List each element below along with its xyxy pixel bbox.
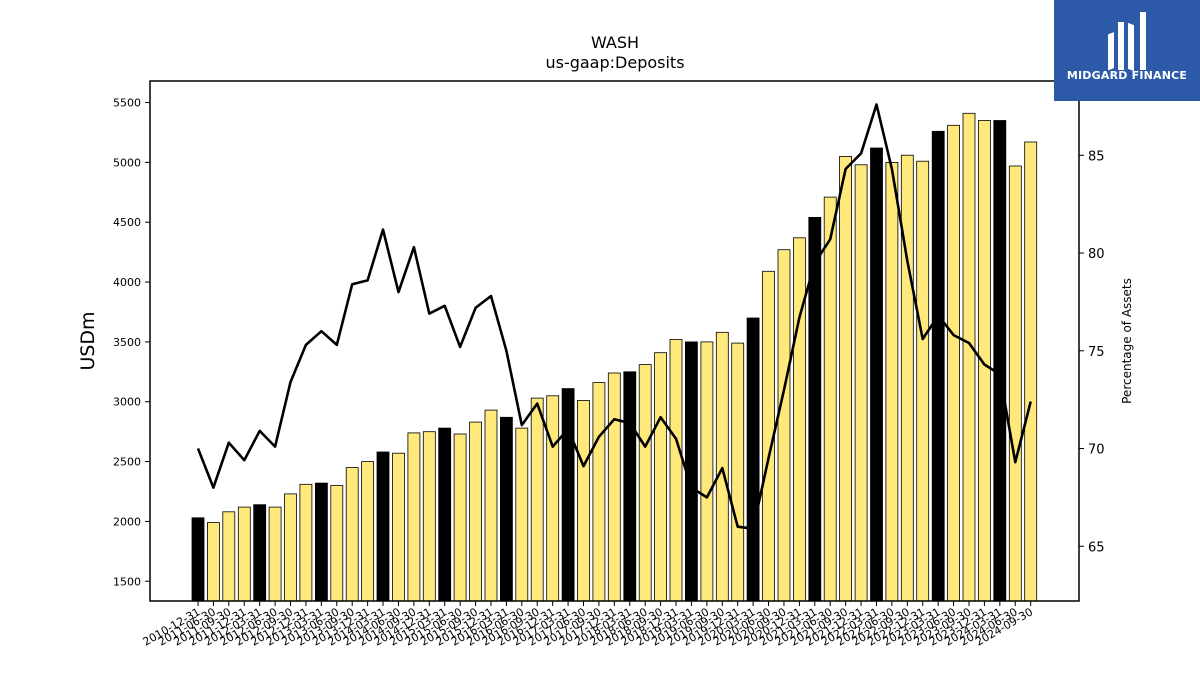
y2-axis-label: Percentage of Assets <box>1120 278 1134 404</box>
bar <box>607 372 621 602</box>
bar <box>299 483 313 602</box>
bar <box>577 400 590 602</box>
bar <box>993 120 1007 602</box>
y-tick-label: 3500 <box>113 336 141 349</box>
bar <box>268 506 282 602</box>
bar <box>191 517 205 602</box>
chart-title: WASH <box>591 33 639 52</box>
bar <box>715 331 729 602</box>
bar <box>777 249 791 602</box>
bar <box>623 371 637 602</box>
bar <box>407 432 421 602</box>
bar <box>438 427 452 602</box>
bar <box>746 317 760 602</box>
bar <box>222 511 236 602</box>
bar <box>361 461 375 602</box>
bar <box>654 352 667 602</box>
bar <box>592 382 606 602</box>
y-tick-label: 2000 <box>113 515 141 528</box>
bar <box>931 130 945 602</box>
series-line <box>196 103 1032 530</box>
y-axis-right: 65 70 75 80 85 <box>1079 149 1105 555</box>
bar <box>453 433 467 602</box>
bar <box>253 504 267 602</box>
y-tick-label: 1500 <box>113 575 141 588</box>
bar <box>947 124 960 602</box>
bar <box>823 196 837 602</box>
logo-mark-icon <box>1108 12 1146 72</box>
bar <box>546 395 560 602</box>
y-tick-label: 5000 <box>113 156 141 169</box>
bar <box>1008 165 1022 602</box>
bar <box>345 467 359 602</box>
brand-logo: MIDGARD FINANCE <box>1054 0 1200 101</box>
bar <box>376 451 390 602</box>
bar <box>561 388 575 602</box>
bar <box>484 409 498 602</box>
y-tick-label: 4500 <box>113 216 141 229</box>
y2-tick-label: 75 <box>1088 345 1105 360</box>
logo-text: MIDGARD FINANCE <box>1066 69 1188 82</box>
chart-subtitle: us-gaap:Deposits <box>545 53 684 72</box>
bar <box>515 427 529 602</box>
bar-series <box>191 112 1038 602</box>
bar <box>314 482 328 602</box>
bar <box>422 431 436 602</box>
bar <box>900 154 914 602</box>
bar <box>870 147 883 602</box>
bar <box>237 506 251 602</box>
bar <box>392 452 405 602</box>
y2-tick-label: 70 <box>1088 443 1105 458</box>
bar <box>885 161 899 602</box>
y-tick-label: 4000 <box>113 276 141 289</box>
y2-tick-label: 80 <box>1088 247 1105 262</box>
bar <box>469 421 483 602</box>
y-tick-label: 3000 <box>113 396 141 409</box>
bar <box>962 112 976 602</box>
line-series <box>196 103 1032 530</box>
bar <box>206 522 220 602</box>
bar <box>1024 141 1038 602</box>
bar <box>839 155 852 602</box>
bar <box>330 485 344 602</box>
bar <box>916 160 930 602</box>
y-axis-left: 1500 2000 2500 3000 3500 4000 4500 5000 5500 <box>113 97 150 588</box>
y2-tick-label: 85 <box>1088 149 1105 164</box>
bar <box>731 342 745 602</box>
bar <box>793 237 806 602</box>
bar <box>499 416 513 602</box>
bar <box>669 339 683 602</box>
y-axis-label: USDm <box>77 311 99 370</box>
bar <box>854 164 868 602</box>
bar <box>638 364 652 602</box>
y-tick-label: 2500 <box>113 456 141 469</box>
y-tick-label: 5500 <box>113 97 141 110</box>
bar <box>284 493 297 602</box>
bar <box>700 341 714 602</box>
x-axis: 2010-12-312011-06-302011-09-302011-12-31… <box>141 601 1035 649</box>
y2-tick-label: 65 <box>1088 540 1105 555</box>
bar <box>530 397 544 602</box>
